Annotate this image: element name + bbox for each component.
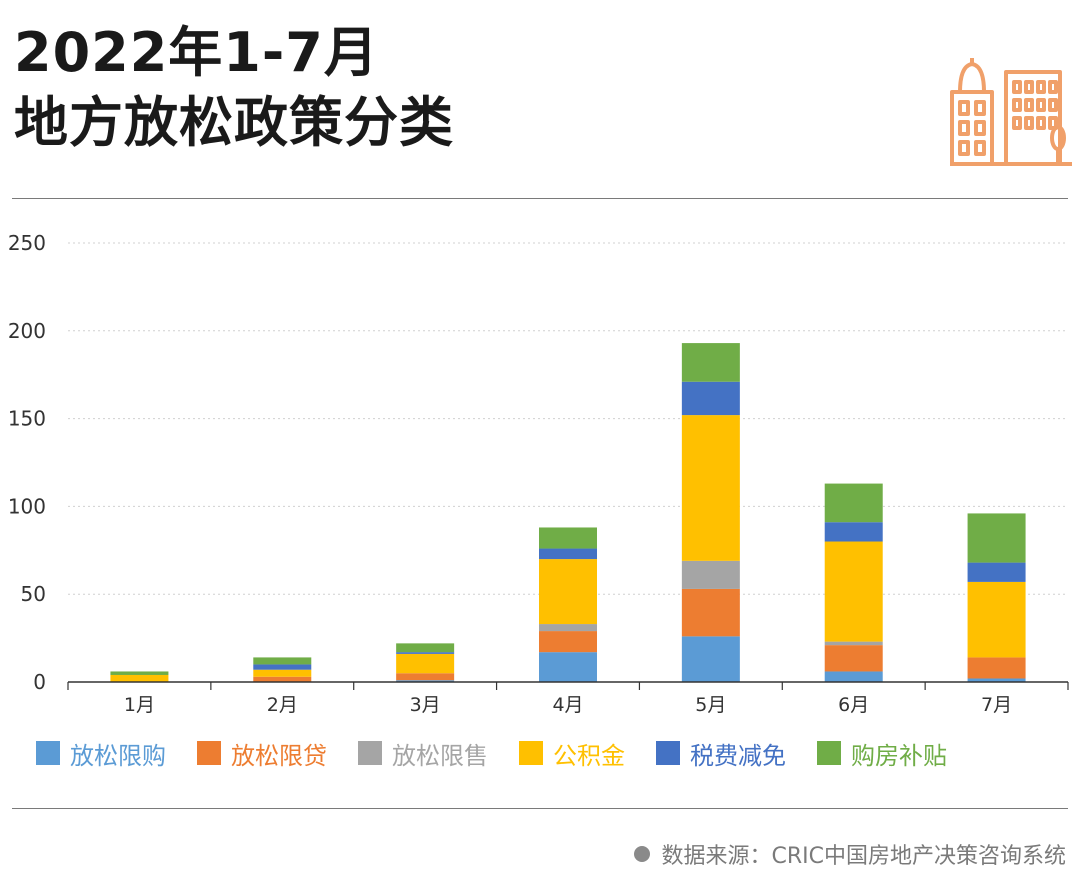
header-divider — [12, 198, 1068, 199]
y-tick-label: 50 — [21, 582, 46, 606]
legend-swatch — [519, 741, 543, 765]
bar-segment — [539, 652, 597, 682]
y-tick-label: 100 — [8, 494, 46, 518]
bar-segment — [967, 581, 1026, 658]
y-tick-label: 0 — [33, 670, 46, 694]
bar-segment — [396, 673, 455, 681]
bar-segment — [253, 664, 312, 670]
bar-segment — [967, 657, 1026, 679]
source-text: 数据来源：CRIC中国房地产决策咨询系统 — [661, 844, 1067, 869]
bar-segment — [681, 381, 740, 416]
bar-segment — [681, 560, 740, 589]
legend-swatch — [656, 741, 680, 765]
bar-segment — [253, 669, 312, 677]
bar-segment — [539, 559, 597, 625]
bar-segment — [824, 641, 883, 646]
x-tick-label: 7月 — [981, 694, 1012, 716]
city-buildings-icon — [950, 58, 1072, 166]
bar-segment — [396, 680, 455, 682]
legend-item: 公积金 — [519, 736, 625, 771]
legend-swatch — [817, 741, 841, 765]
x-tick-label: 6月 — [838, 694, 869, 716]
y-tick-label: 250 — [8, 231, 46, 255]
x-tick-label: 2月 — [267, 694, 298, 716]
bar-segment — [253, 676, 312, 682]
title-line-2: 地方放松政策分类 — [14, 91, 454, 154]
legend-label: 公积金 — [553, 741, 625, 770]
y-tick-label: 200 — [8, 319, 46, 343]
legend-item: 购房补贴 — [817, 736, 947, 771]
bar-segment — [396, 643, 455, 653]
bar-segment — [824, 541, 883, 642]
y-tick-label: 150 — [8, 407, 46, 431]
bar-segment — [253, 657, 312, 665]
bar-segment — [824, 483, 883, 523]
x-tick-label: 5月 — [695, 694, 726, 716]
legend-item: 放松限贷 — [197, 736, 327, 771]
bar-segment — [967, 678, 1026, 682]
bar-segment — [539, 548, 597, 560]
bullet-dot-icon — [633, 846, 650, 862]
bar-segment — [967, 513, 1026, 563]
legend-label: 购房补贴 — [851, 741, 947, 770]
bar-segment — [110, 674, 169, 682]
bar-segment — [396, 653, 455, 674]
legend-label: 放松限售 — [392, 741, 488, 770]
bar-segment — [539, 631, 597, 653]
legend-swatch — [36, 741, 60, 765]
legend-label: 放松限贷 — [231, 741, 327, 770]
x-tick-label: 4月 — [552, 694, 583, 716]
footer-divider — [12, 808, 1068, 809]
bar-segment — [681, 343, 740, 382]
legend-item: 税费减免 — [656, 736, 786, 771]
legend-item: 放松限售 — [358, 736, 488, 771]
page-title: 2022年1-7月 地方放松政策分类 — [14, 18, 454, 158]
x-tick-label: 1月 — [124, 694, 155, 716]
bar-segment — [967, 562, 1026, 582]
stacked-bar-chart: 0 50 100 150 200 250 1月 2月 3月 4月 5月 6月 7月 — [8, 231, 1069, 716]
title-line-1: 2022年1-7月 — [14, 21, 379, 84]
legend-label: 税费减免 — [690, 741, 786, 770]
bar-segment — [681, 636, 740, 682]
bar-segment — [396, 652, 455, 654]
bar-segment — [539, 527, 597, 549]
legend-label: 放松限购 — [70, 741, 166, 770]
legend-swatch — [197, 741, 221, 765]
bar-segment — [824, 645, 883, 672]
legend-swatch — [358, 741, 382, 765]
bar-segment — [824, 671, 883, 682]
bar-segment — [681, 415, 740, 561]
bar-segment — [681, 588, 740, 637]
source-note: 数据来源：CRIC中国房地产决策咨询系统 — [633, 838, 1067, 870]
chart-legend: 放松限购 放松限贷 放松限售 公积金 税费减免 购房补贴 — [36, 733, 978, 773]
legend-item: 放松限购 — [36, 736, 166, 771]
bar-segment — [824, 522, 883, 542]
x-tick-label: 3月 — [410, 694, 441, 716]
bar-segment — [110, 671, 169, 675]
bar-segment — [539, 624, 597, 632]
